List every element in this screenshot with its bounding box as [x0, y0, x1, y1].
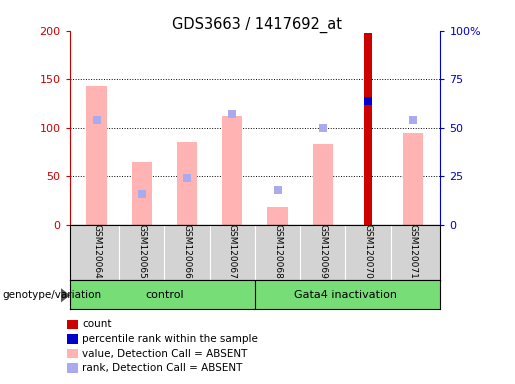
Text: GSM120068: GSM120068	[273, 224, 282, 279]
Text: GSM120066: GSM120066	[183, 224, 192, 279]
Text: GSM120067: GSM120067	[228, 224, 237, 279]
Bar	[87, 86, 107, 225]
Text: rank, Detection Call = ABSENT: rank, Detection Call = ABSENT	[82, 363, 243, 373]
Bar	[313, 144, 333, 225]
Text: count: count	[82, 319, 112, 329]
Bar	[267, 207, 288, 225]
Text: control: control	[145, 290, 184, 300]
Text: GSM120065: GSM120065	[138, 224, 146, 279]
Text: Gata4 inactivation: Gata4 inactivation	[294, 290, 397, 300]
Text: value, Detection Call = ABSENT: value, Detection Call = ABSENT	[82, 349, 248, 359]
Text: GSM120069: GSM120069	[318, 224, 327, 279]
Bar	[364, 33, 372, 225]
Text: GSM120071: GSM120071	[409, 224, 418, 279]
Bar	[403, 132, 423, 225]
Text: genotype/variation: genotype/variation	[3, 290, 101, 300]
Bar	[132, 162, 152, 225]
Polygon shape	[61, 288, 70, 303]
Bar	[222, 116, 243, 225]
Text: GDS3663 / 1417692_at: GDS3663 / 1417692_at	[173, 17, 342, 33]
Bar	[177, 142, 197, 225]
Text: GSM120064: GSM120064	[92, 224, 101, 279]
Text: GSM120070: GSM120070	[364, 224, 372, 279]
Text: percentile rank within the sample: percentile rank within the sample	[82, 334, 259, 344]
